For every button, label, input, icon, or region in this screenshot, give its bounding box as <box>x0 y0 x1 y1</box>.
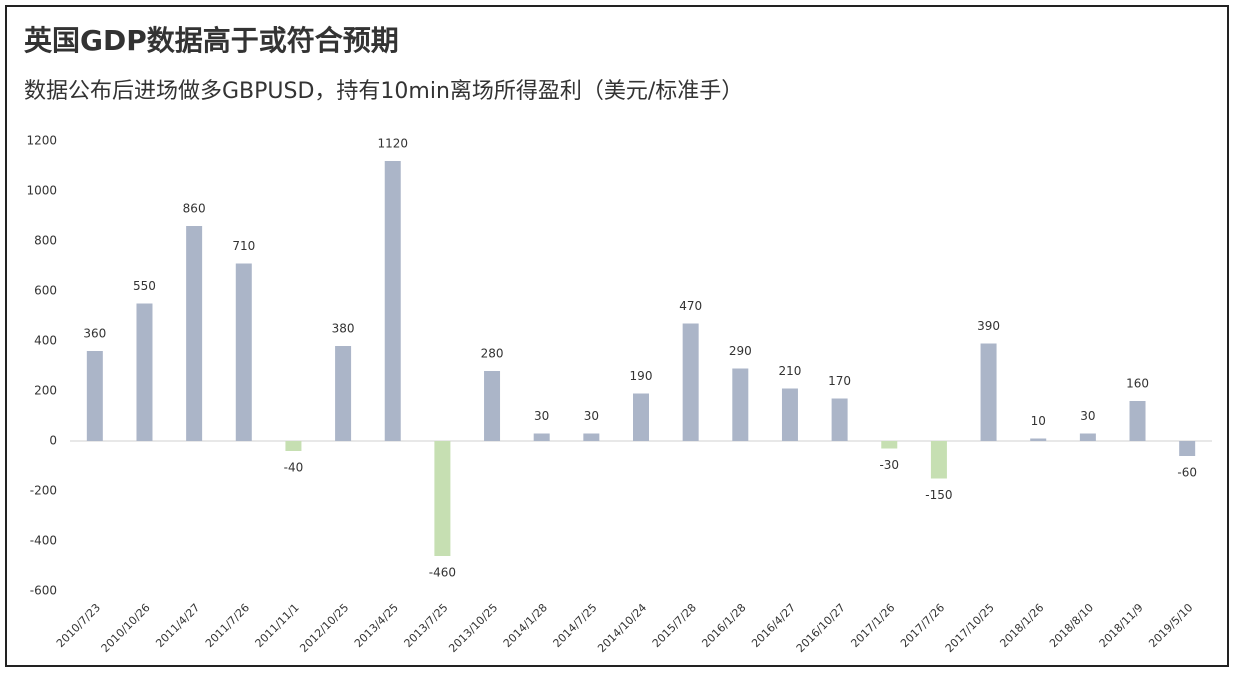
data-label: -40 <box>284 461 304 475</box>
data-label: 550 <box>133 279 156 293</box>
y-tick-label: -200 <box>30 484 57 498</box>
data-label: 30 <box>534 409 549 423</box>
data-label: 710 <box>232 239 255 253</box>
data-label: -60 <box>1177 466 1197 480</box>
data-label: 30 <box>1080 409 1095 423</box>
bar <box>633 393 649 441</box>
data-label: 210 <box>779 364 802 378</box>
data-label: 290 <box>729 344 752 358</box>
data-label: 30 <box>584 409 599 423</box>
data-label: 360 <box>83 327 106 341</box>
y-tick-label: -400 <box>30 534 57 548</box>
bar <box>86 351 103 441</box>
bar <box>583 433 600 441</box>
bar <box>136 303 153 441</box>
bar <box>781 388 798 441</box>
data-label: -150 <box>925 488 952 502</box>
data-label: 280 <box>481 347 504 361</box>
y-tick-label: 400 <box>34 334 57 348</box>
bar <box>930 441 947 479</box>
data-label: 470 <box>679 299 702 313</box>
bar <box>434 441 451 556</box>
y-tick-label: 1000 <box>26 184 57 198</box>
bar <box>285 441 302 451</box>
bar <box>732 368 749 441</box>
y-tick-label: 800 <box>34 234 57 248</box>
bar <box>1129 401 1146 441</box>
bar <box>881 441 898 449</box>
bar <box>186 226 203 441</box>
data-label: 380 <box>332 322 355 336</box>
frame <box>5 5 1229 667</box>
bar <box>831 398 848 441</box>
data-label: 170 <box>828 374 851 388</box>
bar <box>484 371 501 441</box>
data-label: 390 <box>977 319 1000 333</box>
data-label: 190 <box>630 369 653 383</box>
data-label: 160 <box>1126 377 1149 391</box>
y-tick-label: 1200 <box>26 134 57 148</box>
chart-subtitle: 数据公布后进场做多GBPUSD，持有10min离场所得盈利（美元/标准手） <box>24 79 743 104</box>
data-label: -30 <box>879 458 899 472</box>
data-label: 1120 <box>377 137 408 151</box>
bar <box>980 343 997 441</box>
y-tick-label: -600 <box>30 584 57 598</box>
bar <box>235 263 252 441</box>
bar <box>533 433 550 441</box>
y-tick-label: 600 <box>34 284 57 298</box>
chart-title: 英国GDP数据高于或符合预期 <box>24 24 399 57</box>
y-tick-label: 200 <box>34 384 57 398</box>
bar <box>682 323 699 441</box>
data-label: -460 <box>429 566 456 580</box>
data-label: 860 <box>183 202 206 216</box>
y-tick-label: 0 <box>49 434 57 448</box>
data-label: 10 <box>1031 414 1046 428</box>
bar <box>384 161 401 441</box>
bar <box>1079 433 1096 441</box>
bar <box>1030 438 1047 441</box>
bar <box>335 346 352 441</box>
bar <box>1179 441 1196 456</box>
